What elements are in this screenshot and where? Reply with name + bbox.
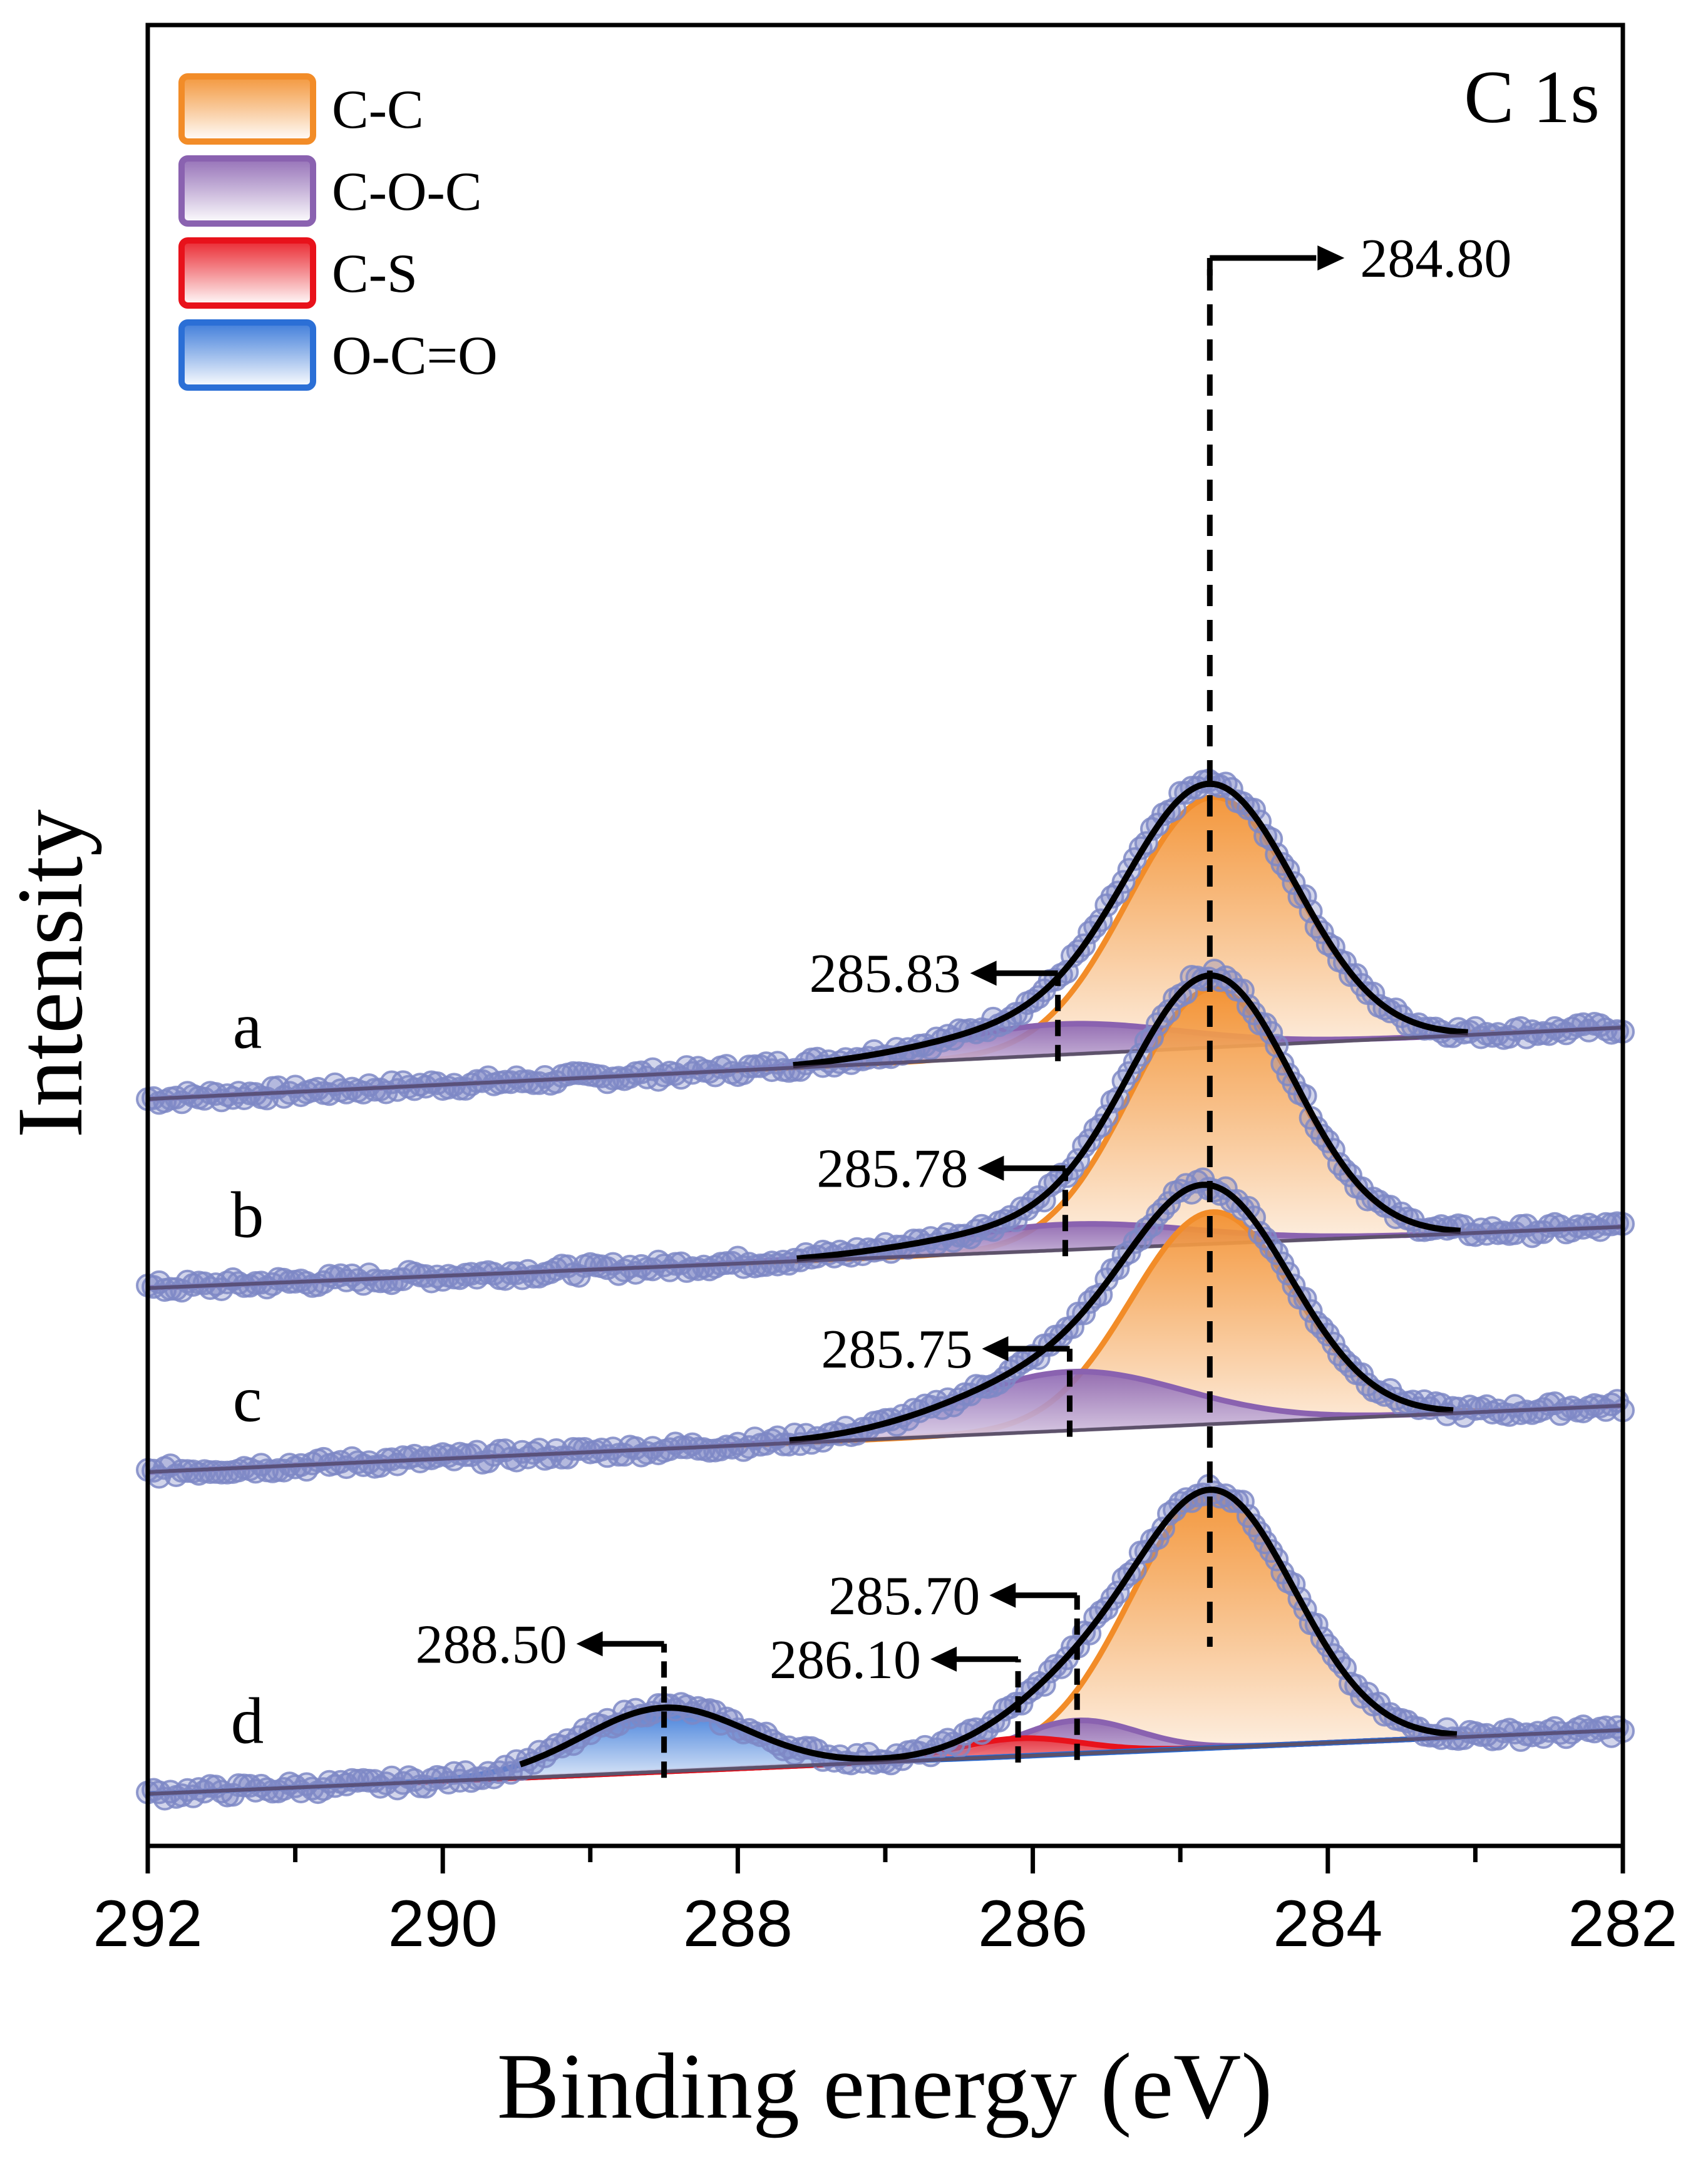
sample-label-a: a [233,989,262,1063]
sample-label-c: c [233,1362,262,1435]
data-point [1230,1490,1255,1514]
peak-annotation-288.50: 288.50 [416,1614,667,1778]
x-tick-label: 290 [388,1887,498,1960]
envelope-fit-a [793,780,1468,1069]
annotation-label: 288.50 [416,1614,567,1675]
baseline-trace-b [147,1225,1623,1291]
legend-swatch [178,237,316,309]
baseline-trace-d [147,1728,1623,1796]
legend-label: C-O-C [332,162,482,222]
arrow-head-icon [970,961,997,986]
annotation-label: 286.10 [769,1630,921,1691]
arrow-head-icon [1317,245,1345,270]
legend-label: C-S [332,244,418,304]
legend-swatch [178,73,316,145]
reference-label: 284.80 [1360,229,1511,289]
reference-line: 284.80 [1206,229,1511,1647]
annotation-label: 285.83 [810,944,961,1004]
x-tick-label: 284 [1273,1887,1382,1960]
peak-annotation-285.78: 285.78 [816,1139,1068,1257]
annotation-label: 285.78 [816,1139,968,1200]
peak-fill-b-C-C [148,988,1623,1289]
legend-swatch [178,155,316,227]
envelope-fit-c [789,1182,1454,1444]
sample-label-d: d [231,1684,264,1757]
x-axis: 292 290 288 286 284 282 [93,1846,1678,1960]
x-axis-title: Binding energy (eV) [497,2034,1273,2138]
peak-annotation-285.70: 285.70 [828,1566,1080,1760]
legend-item-O-C=O: O-C=O [178,319,498,391]
envelope-fit-b [796,972,1461,1262]
x-tick-label: 292 [93,1887,202,1960]
chart-title: C 1s [1464,55,1600,138]
arrow-head-icon [930,1646,957,1672]
peak-fill-d-C-C [148,1492,1623,1794]
annotation-label: 285.75 [821,1319,973,1380]
spectrum-c: c 285.75 [136,1167,1635,1489]
spectrum-b: b 285.78 [136,959,1635,1303]
x-tick-label: 288 [683,1887,793,1960]
peak-annotation-285.83: 285.83 [810,944,1061,1061]
sample-label-b: b [231,1178,264,1252]
baseline-trace-c [147,1403,1623,1474]
arrow-head-icon [576,1631,603,1657]
legend-label: O-C=O [332,326,498,386]
arrow-head-icon [989,1582,1016,1608]
peak-annotation-285.75: 285.75 [821,1319,1073,1437]
x-tick-label: 282 [1568,1887,1677,1960]
arrow-head-icon [982,1336,1009,1362]
legend-item-C-S: C-S [178,237,418,309]
peak-annotation-286.10: 286.10 [769,1630,1021,1763]
legend-item-C-C: C-C [178,73,424,145]
annotation-label: 285.70 [828,1566,980,1627]
legend-item-C-O-C: C-O-C [178,155,482,227]
data-point [522,1071,546,1095]
legend-swatch [178,319,316,391]
y-axis-title: Intensity [0,810,102,1138]
spectrum-a: a 285.83 [136,768,1635,1115]
legend: C-C C-O-C C-S O-C=O [178,73,498,391]
x-tick-label: 286 [978,1887,1088,1960]
axes-frame: 292 290 288 286 284 282 [93,23,1678,1960]
baseline-trace-a [147,1026,1623,1101]
envelope-fit-d [519,1486,1458,1768]
legend-label: C-C [332,80,424,140]
arrow-head-icon [977,1155,1004,1181]
